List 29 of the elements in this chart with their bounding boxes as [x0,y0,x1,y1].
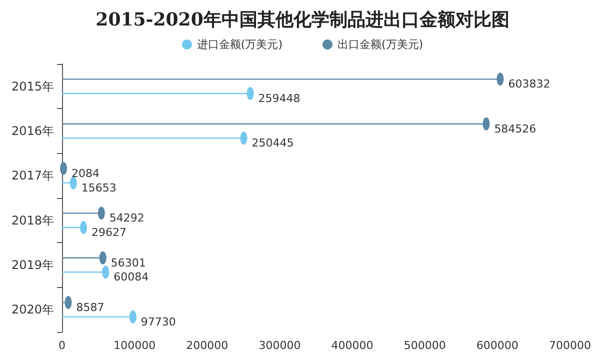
data-label: 56301 [110,256,146,270]
legend-label: 出口金额(万美元) [338,38,424,51]
x-tick-label: 500000 [404,339,446,352]
data-label: 54292 [109,212,144,225]
data-label: 584526 [494,122,536,136]
data-label: 2084 [72,167,100,180]
data-label: 97730 [140,315,176,328]
y-tick-label: 2019年 [11,258,54,272]
data-label: 60084 [114,270,149,284]
data-label: 15653 [81,181,116,194]
x-tick-label: 0 [58,339,66,352]
data-label: 603832 [508,78,550,91]
legend-label: 进口金额(万美元) [196,38,283,51]
x-tick-label: 600000 [476,339,518,352]
data-label: 259448 [258,92,300,105]
data-label: 8587 [76,301,104,314]
x-tick-label: 100000 [114,339,156,352]
x-tick-label: 400000 [331,339,374,352]
x-tick-label: 700000 [549,339,591,352]
data-label: 250445 [252,136,294,150]
x-tick-label: 300000 [258,339,301,352]
data-label: 29627 [92,226,126,239]
y-tick-label: 2015年 [11,79,54,94]
y-tick-label: 2017年 [11,168,54,183]
y-tick-label: 2018年 [11,213,54,228]
chart-title: 2015-2020年中国其他化学制品进出口金额对比图 [96,10,510,30]
y-tick-label: 2016年 [11,124,54,138]
x-tick-label: 200000 [186,339,228,352]
y-tick-label: 2020年 [11,302,54,317]
